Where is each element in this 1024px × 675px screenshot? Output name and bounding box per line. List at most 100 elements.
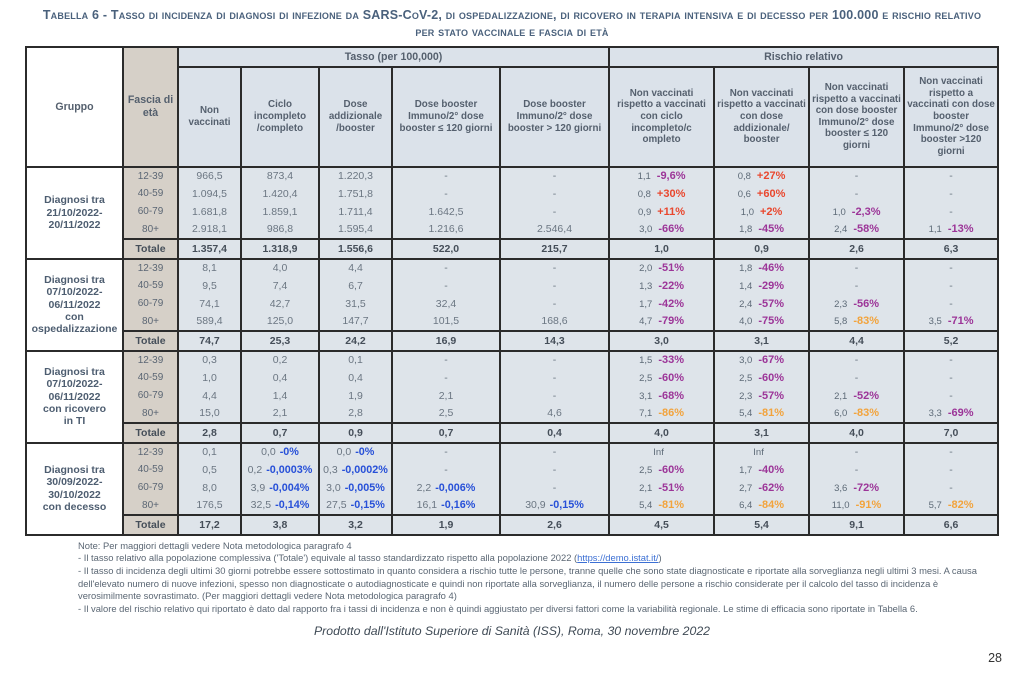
relative-risk-value: 4,0 [739, 316, 753, 328]
relative-risk-value: 2,3 [834, 298, 848, 310]
risk-cell: - [808, 460, 906, 479]
relative-risk-value: 6,4 [739, 500, 753, 512]
age-band-cell: 80+ [122, 220, 179, 239]
total-risk-cell: 1,0 [608, 237, 716, 259]
total-label-cell: Totale [122, 237, 179, 259]
age-band-cell: 40-59 [122, 368, 179, 387]
relative-risk-value: 0,9 [638, 206, 652, 218]
rate-cell: 4,4 [177, 386, 242, 405]
risk-cell: 1,1 -13% [903, 220, 1000, 239]
total-risk-cell: 3,1 [713, 421, 811, 443]
total-rate-cell: 2,6 [498, 513, 611, 535]
total-rate-cell: 0,7 [391, 421, 501, 443]
rate-cell: 1.711,4 [318, 202, 393, 221]
table-header: Gruppo Fascia di età Tasso (per 100,000)… [25, 45, 1000, 168]
total-risk-cell: 5,4 [713, 513, 811, 535]
risk-cell: 6,4 -84% [713, 496, 811, 515]
table-row: 40-59 1.094,5 1.420,4 1.751,8- -0,8 +30% 0,6 +6… [26, 184, 1000, 203]
risk-cell: 4,0 -75% [713, 312, 811, 331]
risk-cell: 5,4 -81% [713, 404, 811, 423]
risk-percent: -84% [758, 499, 784, 512]
page-title: Tabella 6 - Tasso di incidenza di diagno… [42, 8, 982, 39]
risk-cell: - [903, 184, 1000, 203]
risk-cell: Inf [608, 441, 716, 461]
total-risk-cell: 6,3 [903, 237, 1000, 259]
risk-percent: +60% [756, 187, 786, 200]
risk-percent: -40% [758, 463, 784, 476]
table-row: 80+ 176,5 32,5 -0,14% 27,5 -0,15% 16,1 -0,16% 30… [26, 496, 1000, 515]
rate-cell: 4,0 [240, 257, 320, 277]
risk-cell: 1,7 -40% [713, 460, 811, 479]
risk-percent: -51% [658, 481, 684, 494]
risk-percent: -71% [947, 315, 974, 328]
relative-risk-value: 2,5 [639, 372, 653, 384]
risk-cell: - [808, 257, 906, 277]
rate-cell: - [391, 257, 501, 277]
age-band-cell: 60-79 [122, 202, 179, 221]
risk-cell: - [903, 202, 1000, 221]
rate-cell: 1,0 [177, 368, 242, 387]
rate-cell: 0,0 -0% [240, 441, 320, 461]
relative-risk-value: 2,1 [639, 482, 653, 494]
group-label-cell: Diagnosi tra 30/09/2022- 30/10/2022 con dec… [25, 441, 124, 535]
risk-percent: -69% [947, 407, 974, 420]
rate-cell: - [498, 257, 611, 277]
total-row: Totale 1.357,4 1.318,9 1.556,6 522,0 215,7 1,0… [26, 237, 1000, 259]
total-risk-cell: 4,0 [608, 421, 716, 443]
risk-percent: -52% [853, 389, 879, 402]
relative-risk-value: 3,5 [928, 316, 942, 328]
risk-percent: -68% [658, 389, 684, 402]
relative-risk-value: 3,1 [639, 390, 653, 402]
total-risk-cell: 7,0 [903, 421, 1000, 443]
rate-cell: 0,0 -0% [318, 441, 393, 461]
note-item-1: - Il tasso relativo alla popolazione com… [78, 552, 662, 564]
total-label-cell: Totale [122, 421, 179, 443]
rate-cell: - [391, 276, 501, 295]
total-risk-cell: 4,5 [608, 513, 716, 535]
risk-cell: - [808, 276, 906, 295]
total-rate-cell: 1.556,6 [318, 237, 393, 259]
relative-risk-value: Inf [653, 447, 664, 459]
total-risk-cell: 2,6 [808, 237, 906, 259]
risk-cell: 5,8 -83% [808, 312, 906, 331]
relative-risk-value: 3,6 [834, 482, 848, 494]
rate-cell: 42,7 [240, 294, 320, 313]
rate-cell: 9,5 [177, 276, 242, 295]
rate-cell: 966,5 [177, 165, 242, 185]
column-header-non-vaccinati: Non vaccinati [177, 65, 242, 168]
risk-cell: - [808, 184, 906, 203]
risk-cell: 1,0 -2,3% [808, 202, 906, 221]
relative-risk-value: 4,7 [639, 316, 653, 328]
total-rate-cell: 3,8 [240, 513, 320, 535]
rate-cell: 0,3 -0,0002% [318, 460, 393, 479]
risk-percent: -22% [658, 279, 684, 292]
risk-cell: 1,4 -29% [713, 276, 811, 295]
table-row: Diagnosi tra 07/10/2022- 06/11/2022 con ospe… [25, 257, 1000, 351]
total-row: Totale 17,2 3,8 3,2 1,9 2,6 4,5 5,4 9,1 6,6 [26, 513, 1000, 535]
risk-percent: -42% [658, 297, 684, 310]
risk-percent: -81% [658, 499, 684, 512]
relative-risk-value: 1,8 [739, 224, 753, 236]
rate-cell: 0,5 [177, 460, 242, 479]
total-risk-cell: 4,4 [808, 329, 906, 351]
risk-cell: 1,5 -33% [608, 349, 716, 369]
istat-link[interactable]: https://demo.istat.it/ [577, 552, 659, 564]
rate-cell: - [391, 184, 501, 203]
risk-percent: -60% [758, 371, 784, 384]
group-label-line: 30/10/2022 [48, 488, 101, 501]
table-row: 40-59 1,0 0,4 0,4- -2,5 -60% 2,5 -60% - - [26, 368, 1000, 387]
risk-percent: -83% [853, 315, 879, 328]
age-band-cell: 40-59 [122, 460, 179, 479]
rate-cell: 589,4 [177, 312, 242, 331]
rate-cell: 7,4 [240, 276, 320, 295]
rate-value: 30,9 [525, 499, 546, 512]
rate-cell: 1.420,4 [240, 184, 320, 203]
risk-cell: 5,4 -81% [608, 496, 716, 515]
rate-cell: 4,6 [498, 404, 611, 423]
age-band-cell: 12-39 [122, 441, 179, 461]
rate-cell: - [498, 460, 611, 479]
group-label-cell: Diagnosi tra 07/10/2022- 06/11/2022 con ric… [25, 349, 124, 443]
rate-cell: 6,7 [318, 276, 393, 295]
note-item-2: - Il tasso di incidenza degli ultimi 30 … [78, 564, 977, 602]
risk-percent: +30% [656, 187, 686, 200]
